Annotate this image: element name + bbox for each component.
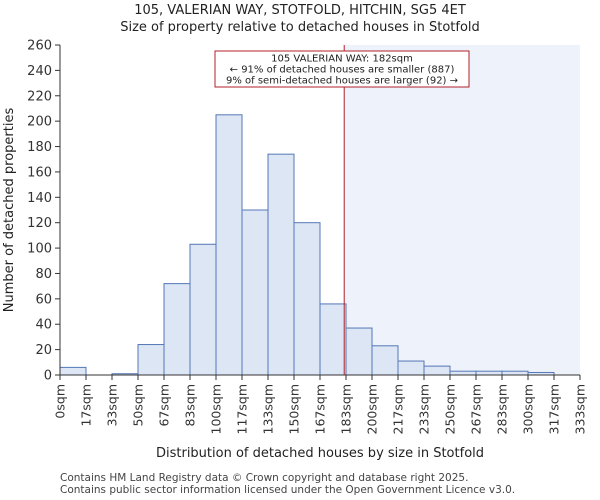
y-tick-label: 20: [35, 343, 52, 358]
bar-50sqm: [137, 344, 165, 376]
y-tick-label: 100: [27, 242, 52, 257]
bar-0sqm: [59, 366, 87, 376]
y-tick-label: 160: [27, 165, 52, 180]
y-tick-label: 120: [27, 216, 52, 231]
x-tick-label: 167sqm: [313, 384, 328, 434]
bar-250sqm: [449, 370, 477, 376]
histogram-chart: 0 20 40 60 80 100 120 140 160 180 200 220 240 260 0sqm…: [2, 39, 588, 462]
y-tick-label: 260: [27, 39, 52, 54]
bar-133sqm: [267, 153, 295, 376]
bar-100sqm: [215, 114, 243, 376]
x-tick-label: 117sqm: [235, 384, 250, 434]
x-tick-label: 233sqm: [417, 384, 432, 434]
x-tick-label: 83sqm: [183, 384, 198, 427]
x-tick-label: 33sqm: [105, 384, 120, 427]
bar-167sqm: [319, 303, 347, 376]
bar-83sqm: [189, 243, 217, 376]
x-tick-label: 150sqm: [287, 384, 302, 434]
y-tick-label: 0: [44, 369, 52, 384]
y-tick-label: 140: [27, 191, 52, 206]
chart-subtitle: Size of property relative to detached ho…: [120, 20, 480, 35]
footer-copyright: Contains HM Land Registry data © Crown c…: [60, 472, 469, 484]
x-tick-label: 133sqm: [261, 384, 276, 434]
x-tick-label: 0sqm: [53, 384, 68, 419]
x-tick-label: 333sqm: [573, 384, 588, 434]
annotation-line-3: 9% of semi-detached houses are larger (9…: [226, 76, 458, 87]
y-tick-label: 240: [27, 64, 52, 79]
bar-283sqm: [501, 370, 529, 376]
annotation-line-1: 105 VALERIAN WAY: 182sqm: [271, 54, 413, 65]
annotation-box: [214, 50, 470, 88]
x-tick-label: 67sqm: [157, 384, 172, 427]
footer-licence: Contains public sector information licen…: [60, 484, 516, 496]
x-tick-label: 283sqm: [495, 384, 510, 434]
x-tick-label: 300sqm: [521, 384, 536, 434]
bar-217sqm: [397, 360, 425, 376]
x-tick-label: 50sqm: [131, 384, 146, 427]
y-axis-label: Number of detached properties: [2, 108, 17, 313]
chart-title: 105, VALERIAN WAY, STOTFOLD, HITCHIN, SG…: [134, 3, 466, 18]
y-tick-label: 60: [35, 292, 52, 307]
bar-67sqm: [163, 283, 191, 376]
x-tick-label: 200sqm: [365, 384, 380, 434]
x-tick-label: 217sqm: [391, 384, 406, 434]
highlight-region: [344, 45, 580, 375]
x-tick-label: 317sqm: [547, 384, 562, 434]
y-tick-label: 40: [35, 318, 52, 333]
x-tick-label: 100sqm: [209, 384, 224, 434]
y-tick-label: 220: [27, 89, 52, 104]
x-tick-label: 17sqm: [79, 384, 94, 427]
x-axis-label: Distribution of detached houses by size …: [156, 446, 484, 461]
bar-183sqm: [345, 327, 373, 376]
y-tick-label: 200: [27, 115, 52, 130]
bar-117sqm: [241, 209, 269, 376]
bar-150sqm: [293, 222, 321, 376]
bar-200sqm: [371, 345, 399, 376]
annotation-line-2: ← 91% of detached houses are smaller (88…: [230, 65, 455, 76]
x-tick-label: 183sqm: [339, 384, 354, 434]
bar-233sqm: [423, 365, 451, 376]
x-tick-label: 250sqm: [443, 384, 458, 434]
bar-267sqm: [475, 370, 503, 376]
y-tick-label: 180: [27, 140, 52, 155]
x-tick-label: 267sqm: [469, 384, 484, 434]
y-tick-label: 80: [35, 267, 52, 282]
